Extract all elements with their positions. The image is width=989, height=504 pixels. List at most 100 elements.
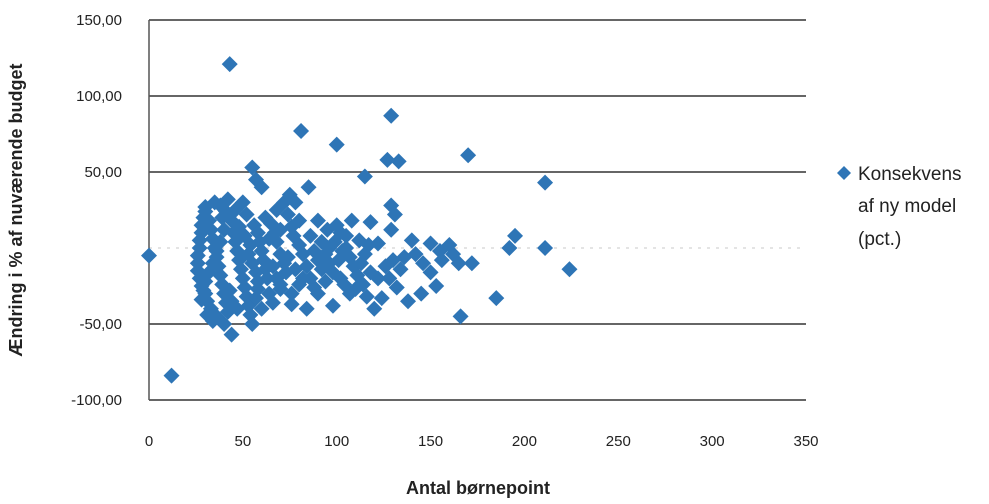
data-point (279, 249, 296, 266)
x-tick-label: 200 (512, 433, 537, 450)
data-point (208, 243, 225, 260)
data-point (324, 297, 341, 314)
data-point (223, 293, 240, 310)
data-point (428, 278, 445, 294)
x-tick-labels: 0 50 100 150 200 250 300 350 (145, 433, 819, 450)
data-point (247, 290, 264, 307)
data-point (392, 261, 409, 278)
data-point (407, 246, 424, 263)
data-point (317, 273, 334, 290)
data-point (298, 258, 315, 275)
y-axis-title: Ændring i % af nuværende budget (6, 63, 26, 356)
y-tick-label: 50,00 (84, 164, 122, 181)
data-point (354, 276, 371, 293)
data-point (362, 214, 379, 231)
data-point (264, 258, 281, 275)
data-point (253, 243, 270, 260)
data-point (283, 285, 300, 302)
data-point (309, 212, 326, 229)
data-point (403, 232, 420, 249)
data-point (272, 221, 289, 238)
x-tick-label: 100 (324, 433, 349, 450)
y-tick-label: 100,00 (76, 88, 122, 105)
y-tick-label: -50,00 (79, 316, 122, 333)
data-point (381, 270, 398, 287)
data-point (383, 107, 400, 124)
data-point (341, 285, 358, 302)
x-tick-label: 150 (418, 433, 443, 450)
data-point (291, 212, 308, 229)
data-point (253, 179, 270, 196)
data-point (356, 168, 373, 185)
data-point (283, 296, 300, 313)
data-point (379, 151, 396, 168)
data-point (358, 288, 375, 305)
data-point (217, 203, 234, 220)
data-point (249, 273, 266, 290)
data-point (229, 243, 246, 260)
data-point (306, 243, 323, 260)
data-point (193, 291, 210, 308)
data-point (415, 255, 432, 272)
data-point (298, 300, 315, 317)
data-point (221, 56, 238, 73)
data-point (319, 221, 336, 238)
data-point (460, 147, 477, 164)
legend: Konsekvens af ny model (pct.) (837, 164, 962, 250)
data-point (244, 159, 261, 176)
data-point (561, 261, 578, 278)
data-point (240, 297, 257, 314)
data-point (370, 270, 387, 287)
data-point (253, 300, 270, 317)
y-tick-label: 150,00 (76, 12, 122, 29)
data-point (385, 252, 402, 269)
data-point (422, 264, 439, 281)
data-point (294, 270, 311, 287)
data-point (223, 326, 240, 343)
data-point (199, 306, 216, 323)
data-point (383, 221, 400, 238)
data-point (386, 206, 403, 223)
data-point (324, 264, 341, 281)
x-tick-label: 50 (235, 433, 252, 450)
data-point (366, 300, 383, 317)
data-point (272, 276, 289, 293)
data-point (396, 249, 413, 266)
data-point (236, 227, 253, 244)
data-point (313, 261, 330, 278)
data-point (287, 261, 304, 278)
data-point (452, 308, 469, 325)
data-point (300, 179, 317, 196)
legend-label-line-2: af ny model (858, 196, 956, 217)
legend-label-line-1: Konsekvens (858, 164, 962, 185)
legend-marker (837, 166, 851, 180)
x-axis-title: Antal børnepoint (406, 478, 550, 498)
data-point (433, 252, 450, 269)
data-point (279, 206, 296, 223)
data-point (261, 230, 278, 247)
data-point (332, 224, 349, 241)
data-point (163, 367, 180, 384)
data-point (422, 235, 439, 252)
y-tick-label: -100,00 (71, 392, 122, 409)
data-points (141, 56, 578, 384)
data-point (221, 282, 238, 299)
data-point (287, 194, 304, 211)
data-point (294, 246, 311, 263)
x-tick-label: 250 (606, 433, 631, 450)
data-point (141, 247, 157, 264)
data-point (537, 240, 554, 256)
data-point (216, 221, 233, 238)
data-point (293, 122, 310, 139)
x-tick-label: 0 (145, 433, 153, 450)
data-point (501, 240, 518, 256)
data-point (306, 279, 323, 296)
data-point (343, 212, 360, 229)
x-tick-label: 300 (700, 433, 725, 450)
data-point (390, 153, 407, 170)
data-point (373, 290, 390, 307)
data-point (242, 306, 259, 323)
data-point (328, 136, 345, 153)
y-tick-labels: 150,00 100,00 50,00 -50,00 -100,00 (71, 12, 122, 409)
